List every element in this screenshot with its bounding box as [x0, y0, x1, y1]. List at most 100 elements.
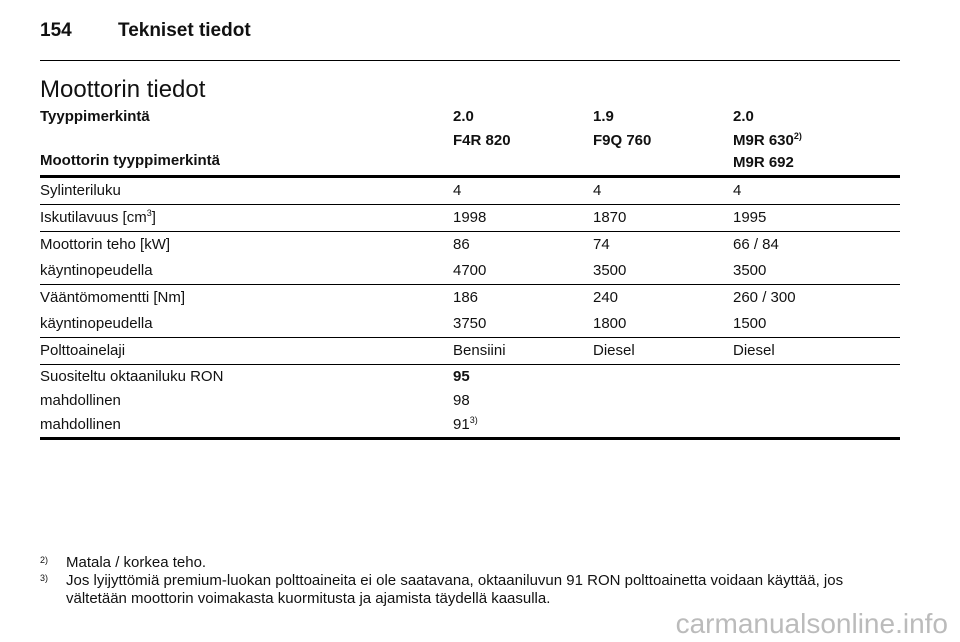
table-row: Sylinteriluku 4 4 4 [40, 178, 900, 204]
watermark: carmanualsonline.info [675, 608, 948, 639]
label-text: ] [151, 209, 156, 226]
row-label: Moottorin teho [kW] [40, 232, 170, 258]
header-cell: 2.0 [733, 108, 754, 125]
label-text: käyntinopeudella [40, 262, 153, 279]
row-group: Sylinteriluku 4 4 4 [40, 175, 900, 205]
header-title: Tekniset tiedot [118, 20, 251, 41]
value-text: 260 / 300 [733, 289, 796, 306]
cell-value: 260 / 300 [733, 285, 796, 311]
cell-value: 1870 [593, 205, 626, 231]
label-text: mahdollinen [40, 416, 121, 433]
value-text: 4700 [453, 262, 487, 279]
footnote-mark: 2) [40, 555, 49, 565]
table-row: käyntinopeudella 4700 3500 3500 [40, 258, 900, 284]
footnotes: 2) Matala / korkea teho. 3) Jos lyijyttömiä… [40, 554, 902, 608]
row-group: Suositeltu oktaaniluku RON 95 mahdollinen 9… [40, 365, 900, 440]
row-group: Moottorin teho [kW] 86 74 66 / 84 käyntinope… [40, 232, 900, 285]
cell-value: 4700 [453, 258, 486, 284]
row-label: Sylinteriluku [40, 178, 121, 204]
value-text: 86 [453, 236, 470, 253]
cell-value: 3500 [733, 258, 766, 284]
cell-value: 913) [453, 413, 478, 437]
value-text: Diesel [733, 342, 775, 359]
cell-value: Diesel [733, 338, 775, 364]
page-header: 154 Tekniset tiedot [40, 20, 251, 42]
footnote-text: Jos lyijyttömiä premium-luokan polttoain… [66, 572, 844, 607]
engine-code: F4R 820 [453, 132, 511, 149]
cell-value: 1800 [593, 311, 626, 337]
footnote-mark: 3) [40, 573, 49, 583]
footnote: 2) Matala / korkea teho. [40, 554, 902, 572]
value-text: 240 [593, 289, 619, 306]
label-text: Sylinteriluku [40, 182, 121, 199]
value-text: 98 [453, 392, 470, 409]
table-header-row: Moottorin tyyppimerkintä F4R 820 F9Q 760 M9… [40, 130, 900, 175]
value-text: 1995 [733, 209, 767, 226]
table-row: Polttoainelaji Bensiini Diesel Diesel [40, 338, 900, 364]
header-cell: F9Q 760 [593, 130, 651, 152]
value-text: 91 [453, 416, 470, 433]
cell-value: 95 [453, 365, 470, 389]
cell-value: 4 [453, 178, 461, 204]
row-group: Vääntömomentti [Nm] 186 240 260 / 300 käynti… [40, 285, 900, 338]
header-cell: Tyyppimerkintä [40, 108, 150, 125]
footnote-ref: 3) [469, 415, 478, 425]
cell-value: 3500 [593, 258, 626, 284]
engine-code: M9R 692 [733, 154, 794, 171]
value-text: 66 / 84 [733, 236, 779, 253]
value-text: Bensiini [453, 342, 506, 359]
cell-value: 98 [453, 389, 470, 413]
spec-table: Tyyppimerkintä 2.0 1.9 2.0 Moottorin tyyppim… [40, 108, 900, 440]
footnote-ref: 2) [793, 131, 802, 141]
cell-value: Bensiini [453, 338, 506, 364]
cell-value: 240 [593, 285, 618, 311]
superscript: 3 [146, 208, 152, 218]
label-text: Suositeltu oktaaniluku RON [40, 368, 224, 385]
value-text: 4 [733, 182, 742, 199]
header-cell: 1.9 [593, 108, 614, 125]
table-row: Moottorin teho [kW] 86 74 66 / 84 [40, 232, 900, 258]
header-cell: M9R 6302) M9R 692 [733, 130, 802, 174]
footnote-text: Matala / korkea teho. [66, 554, 207, 571]
row-label: Vääntömomentti [Nm] [40, 285, 185, 311]
header-cell: Moottorin tyyppimerkintä [40, 152, 221, 169]
row-group: Iskutilavuus [cm3] 1998 1870 1995 [40, 205, 900, 232]
label-text: Iskutilavuus [cm [40, 209, 147, 226]
row-label: Iskutilavuus [cm3] [40, 205, 156, 231]
value-text: 3500 [593, 262, 627, 279]
engine-code: M9R 630 [733, 132, 794, 149]
cell-value: 3750 [453, 311, 486, 337]
header-rule [40, 60, 900, 61]
value-text: 4 [453, 182, 462, 199]
engine-code: F9Q 760 [593, 132, 652, 149]
value-text: 95 [453, 368, 470, 385]
cell-value: 74 [593, 232, 610, 258]
table-row: käyntinopeudella 3750 1800 1500 [40, 311, 900, 337]
value-text: 1800 [593, 315, 627, 332]
value-text: 186 [453, 289, 479, 306]
cell-value: Diesel [593, 338, 635, 364]
cell-value: 1998 [453, 205, 486, 231]
row-group: Polttoainelaji Bensiini Diesel Diesel [40, 338, 900, 365]
cell-value: 86 [453, 232, 470, 258]
footnote: 3) Jos lyijyttömiä premium-luokan polttoa… [40, 572, 902, 608]
value-text: 4 [593, 182, 602, 199]
table-row: Vääntömomentti [Nm] 186 240 260 / 300 [40, 285, 900, 311]
table-row: Iskutilavuus [cm3] 1998 1870 1995 [40, 205, 900, 231]
cell-value: 1500 [733, 311, 766, 337]
table-row: Suositeltu oktaaniluku RON 95 [40, 365, 900, 389]
label-text: Vääntömomentti [Nm] [40, 289, 186, 306]
header-cell: F4R 820 [453, 130, 511, 152]
label-text: Moottorin teho [kW] [40, 236, 171, 253]
cell-value: 4 [593, 178, 601, 204]
row-label: Suositeltu oktaaniluku RON [40, 365, 223, 389]
label-text: Polttoainelaji [40, 342, 126, 359]
value-text: 1998 [453, 209, 487, 226]
row-label: käyntinopeudella [40, 258, 153, 284]
row-label: mahdollinen [40, 389, 121, 413]
value-text: Diesel [593, 342, 635, 359]
header-cell: 2.0 [453, 108, 474, 125]
value-text: 74 [593, 236, 610, 253]
page-number: 154 [40, 20, 72, 41]
